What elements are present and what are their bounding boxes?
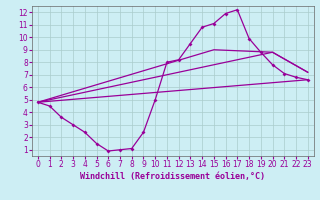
X-axis label: Windchill (Refroidissement éolien,°C): Windchill (Refroidissement éolien,°C) (80, 172, 265, 181)
